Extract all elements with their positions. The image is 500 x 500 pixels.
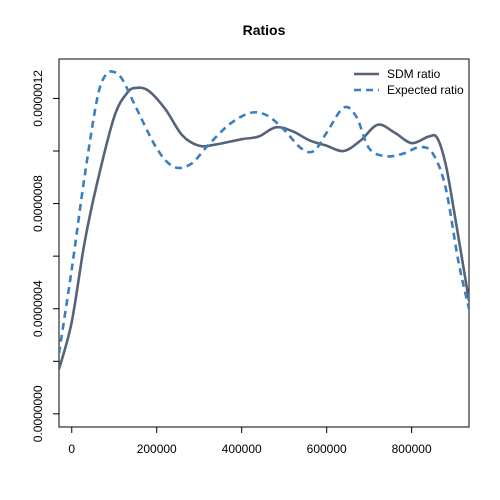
x-tick-label: 200000 <box>137 442 177 456</box>
chart-title: Ratios <box>243 22 286 38</box>
x-tick-label: 800000 <box>392 442 432 456</box>
y-tick-label: 0.0000000 <box>31 385 45 442</box>
plot-frame <box>58 58 470 428</box>
legend: SDM ratio Expected ratio <box>354 67 464 97</box>
y-tick-label: 0.0000012 <box>31 70 45 127</box>
y-tick-label: 0.0000004 <box>31 280 45 337</box>
legend-label-1: Expected ratio <box>387 83 464 97</box>
x-tick-label: 0 <box>68 442 75 456</box>
x-tick-label: 400000 <box>222 442 262 456</box>
x-tick-label: 600000 <box>307 442 347 456</box>
legend-label-0: SDM ratio <box>387 67 441 81</box>
series-line-1 <box>59 70 469 354</box>
axes: 0 200000 400000 600000 800000 0.0000000 0.0000… <box>31 70 432 456</box>
series-line-0 <box>59 86 469 370</box>
y-tick-label: 0.0000008 <box>31 175 45 232</box>
series-lines <box>59 70 469 370</box>
